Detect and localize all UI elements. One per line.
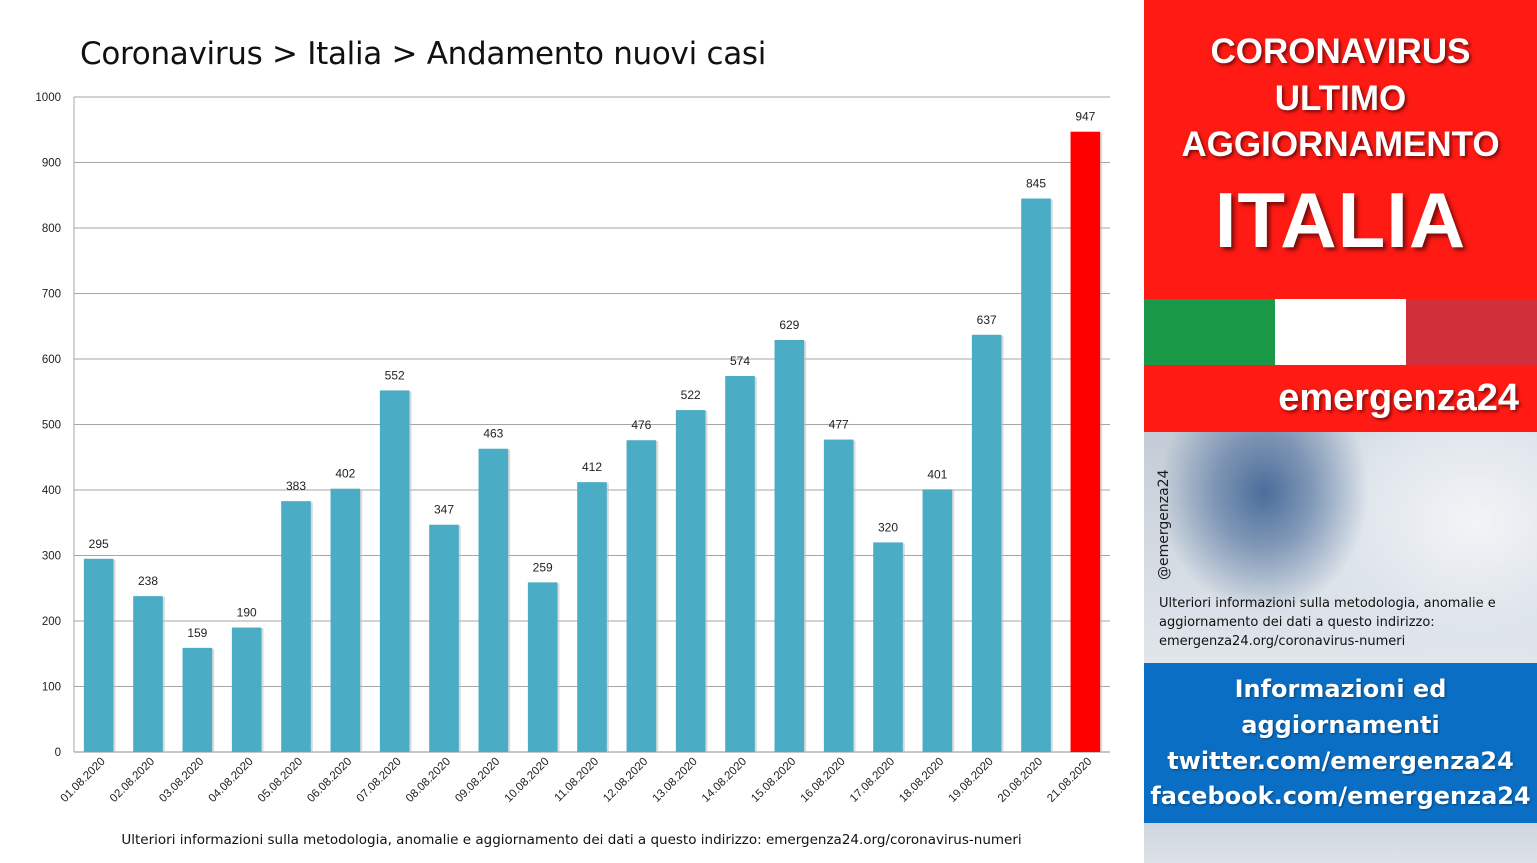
- flag-stripe-green: [1144, 299, 1275, 365]
- y-tick-label: 100: [42, 682, 61, 694]
- header-line-1: CORONAVIRUS: [1210, 32, 1471, 71]
- data-label: 477: [829, 418, 849, 432]
- chart-footnote: Ulteriori informazioni sulla metodologia…: [121, 832, 1022, 848]
- x-tick-label: 10.08.2020: [503, 756, 552, 805]
- chart-title: Coronavirus > Italia > Andamento nuovi c…: [80, 36, 767, 72]
- x-tick-label: 04.08.2020: [207, 756, 256, 805]
- x-tick-label: 18.08.2020: [897, 756, 946, 805]
- social-handle: @emergenza24: [1156, 469, 1172, 581]
- y-tick-label: 0: [55, 747, 61, 759]
- data-label: 347: [434, 503, 454, 517]
- data-label: 845: [1026, 177, 1046, 191]
- bar: [281, 501, 311, 752]
- data-label: 259: [533, 560, 553, 574]
- bar: [330, 488, 361, 752]
- data-label: 637: [977, 313, 997, 327]
- x-tick-label: 03.08.2020: [157, 756, 206, 805]
- bar: [675, 410, 706, 752]
- y-tick-label: 800: [42, 223, 61, 235]
- data-label: 463: [483, 427, 503, 441]
- y-tick-label: 400: [42, 485, 61, 497]
- bar: [626, 440, 657, 752]
- facebook-link[interactable]: facebook.com/emergenza24: [1150, 782, 1531, 810]
- header-line-2: ULTIMO: [1274, 79, 1407, 118]
- chart-area: Coronavirus > Italia > Andamento nuovi c…: [35, 36, 1110, 848]
- bar: [231, 627, 262, 752]
- data-label: 238: [138, 574, 158, 588]
- bar: [83, 558, 114, 752]
- side-panel: CORONAVIRUS ULTIMO AGGIORNAMENTO ITALIA …: [1144, 0, 1537, 863]
- side-bottom-photo: [1144, 823, 1537, 863]
- twitter-link[interactable]: twitter.com/emergenza24: [1167, 747, 1514, 775]
- bar: [478, 448, 509, 752]
- data-label: 159: [187, 626, 207, 640]
- data-label: 476: [631, 418, 651, 432]
- side-header: CORONAVIRUS ULTIMO AGGIORNAMENTO ITALIA: [1144, 0, 1537, 299]
- brand-bar: emergenza24: [1144, 365, 1537, 432]
- x-tick-label: 01.08.2020: [59, 756, 108, 805]
- bar: [823, 439, 854, 752]
- italian-flag: [1144, 299, 1537, 365]
- bar: [922, 489, 953, 752]
- y-tick-label: 600: [42, 354, 61, 366]
- bar: [971, 334, 1002, 752]
- x-tick-label: 13.08.2020: [651, 756, 700, 805]
- data-label: 320: [878, 520, 898, 534]
- data-label: 295: [89, 537, 109, 551]
- data-label: 412: [582, 460, 602, 474]
- flag-stripe-red: [1406, 299, 1537, 365]
- bar: [379, 390, 410, 752]
- data-label: 383: [286, 479, 306, 493]
- data-label: 552: [385, 368, 405, 382]
- y-tick-label: 300: [42, 551, 61, 563]
- x-tick-label: 15.08.2020: [749, 756, 798, 805]
- methodology-note: Ulteriori informazioni sulla metodologia…: [1159, 596, 1496, 649]
- bar: [873, 542, 903, 752]
- bar: [577, 482, 607, 752]
- social-line-1: Informazioni ed: [1234, 675, 1447, 703]
- bar: [429, 524, 459, 752]
- data-label: 574: [730, 354, 750, 368]
- background-photo: @emergenza24 Ulteriori informazioni sull…: [1144, 432, 1537, 663]
- country-title: ITALIA: [1214, 176, 1467, 264]
- y-tick-label: 700: [42, 289, 61, 301]
- x-tick-label: 05.08.2020: [256, 756, 305, 805]
- x-tick-label: 09.08.2020: [453, 756, 502, 805]
- bar: [133, 596, 163, 752]
- data-label: 402: [335, 467, 355, 481]
- x-tick-label: 08.08.2020: [404, 756, 453, 805]
- y-tick-label: 500: [42, 420, 61, 432]
- bar: [725, 376, 755, 752]
- x-tick-label: 12.08.2020: [601, 756, 650, 805]
- bar: [1070, 131, 1101, 753]
- data-label: 629: [779, 318, 799, 332]
- bar: [182, 647, 213, 752]
- x-tick-label: 21.08.2020: [1045, 756, 1094, 805]
- x-tick-label: 02.08.2020: [108, 756, 157, 805]
- header-line-3: AGGIORNAMENTO: [1181, 125, 1500, 164]
- bar: [527, 582, 558, 752]
- x-tick-label: 07.08.2020: [355, 756, 404, 805]
- social-links-box: Informazioni ed aggiornamenti twitter.co…: [1144, 663, 1537, 823]
- x-tick-label: 14.08.2020: [700, 756, 749, 805]
- data-label: 190: [237, 606, 257, 620]
- y-tick-label: 200: [42, 616, 61, 628]
- y-tick-label: 900: [42, 158, 61, 170]
- x-tick-label: 20.08.2020: [996, 756, 1045, 805]
- flag-stripe-white: [1275, 299, 1406, 365]
- brand-name: emergenza24: [1278, 377, 1519, 419]
- x-tick-label: 19.08.2020: [947, 756, 996, 805]
- x-tick-label: 16.08.2020: [799, 756, 848, 805]
- x-tick-label: 17.08.2020: [848, 756, 897, 805]
- bar-chart: 0 100 200 300 400 500 600 700 800 900 1000 295 01.08…: [35, 92, 1110, 805]
- data-label: 522: [681, 388, 701, 402]
- x-tick-label: 11.08.2020: [553, 756, 602, 805]
- social-line-2: aggiornamenti: [1241, 711, 1440, 739]
- data-label: 401: [927, 467, 947, 481]
- bar: [1021, 198, 1051, 752]
- y-tick-label: 1000: [35, 92, 61, 104]
- x-tick-label: 06.08.2020: [305, 756, 354, 805]
- data-label: 947: [1075, 110, 1095, 124]
- bar: [774, 340, 805, 752]
